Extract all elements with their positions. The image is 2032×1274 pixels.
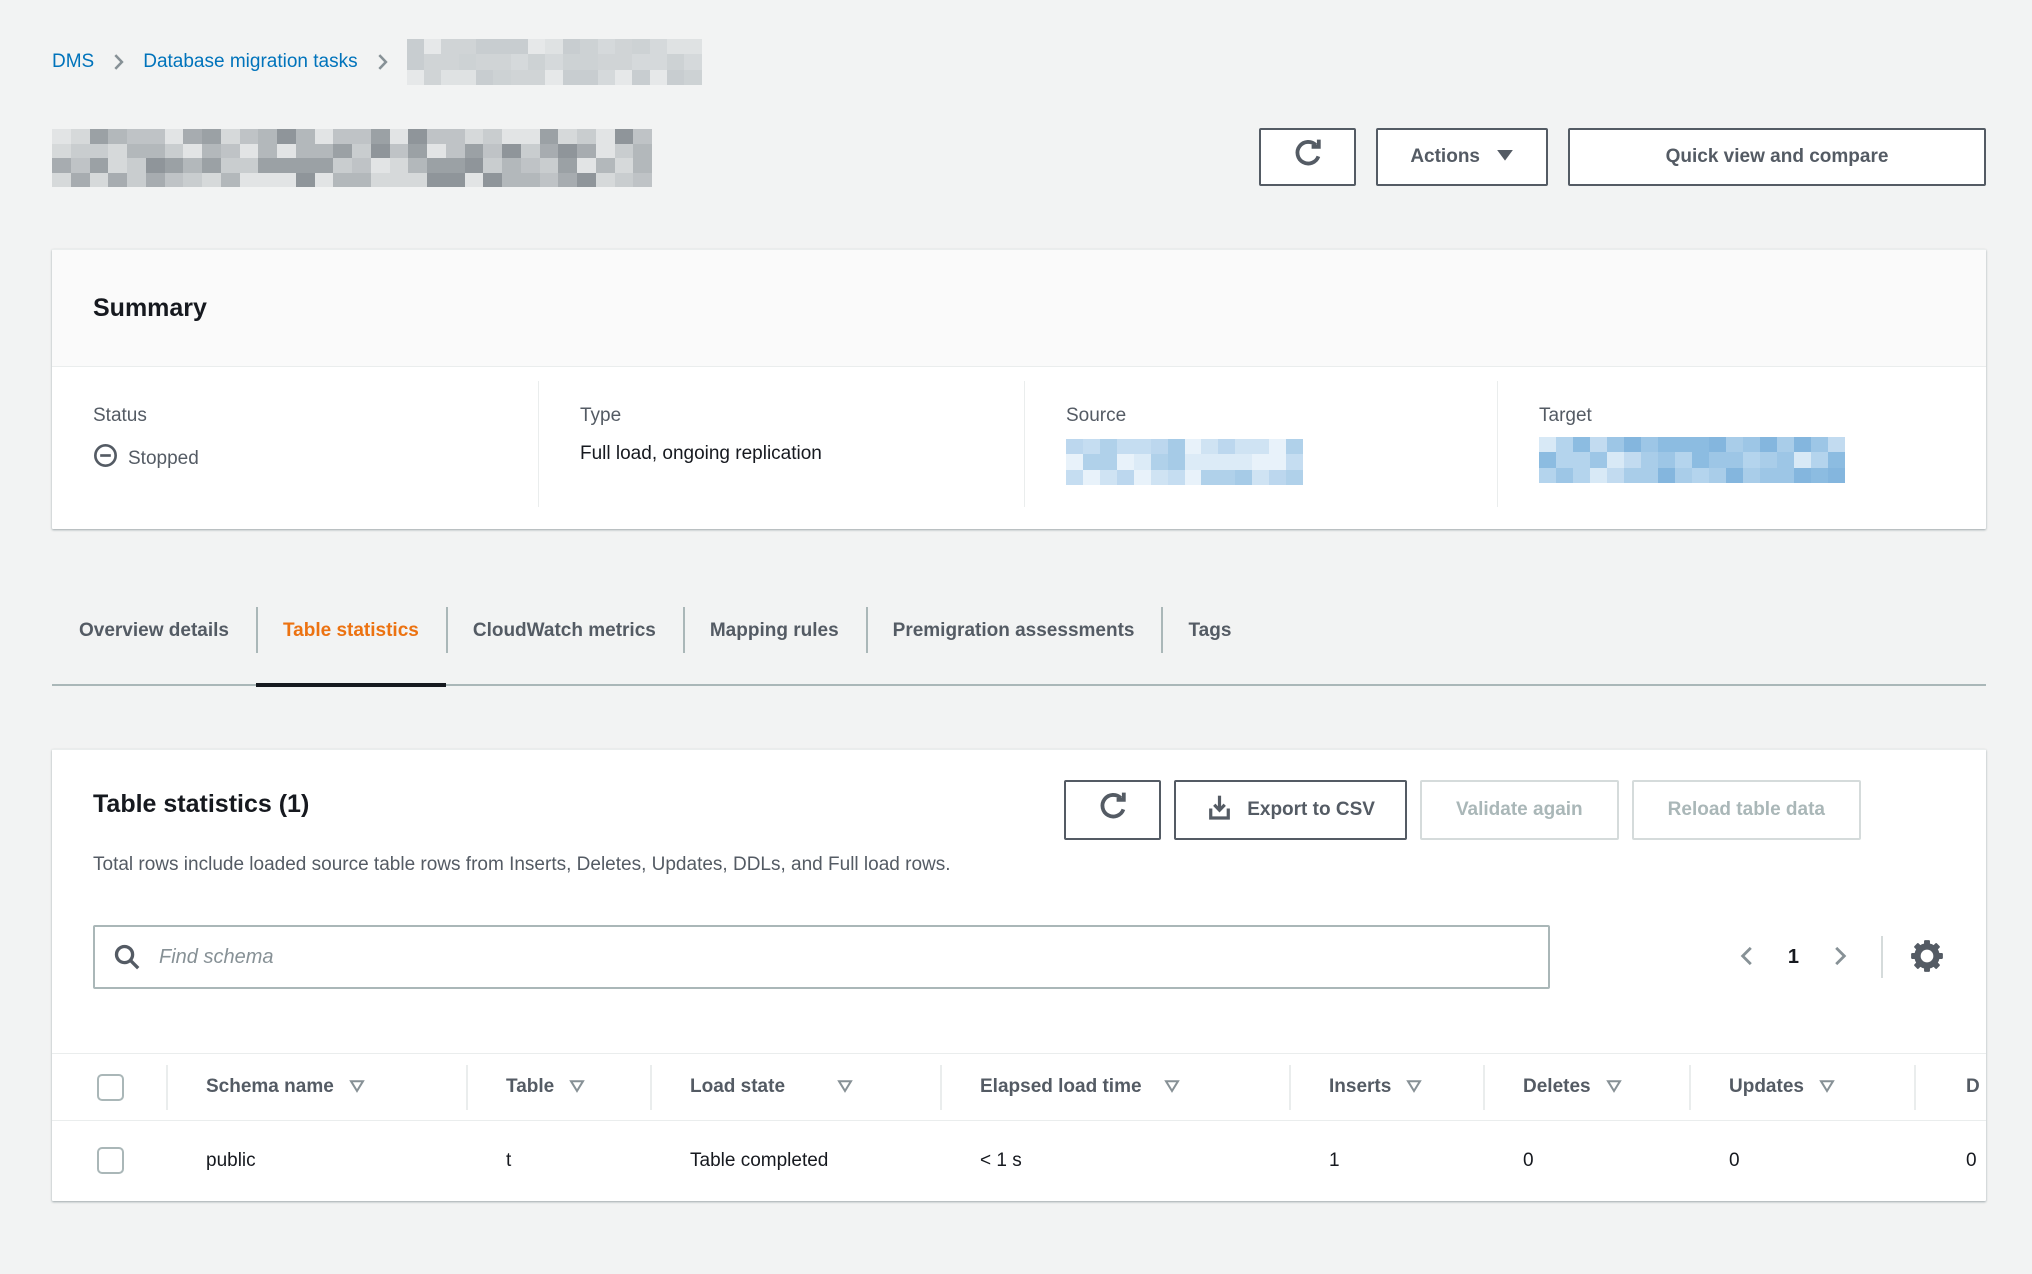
sort-icon — [349, 1077, 365, 1098]
stopped-icon — [93, 443, 118, 474]
chevron-right-icon — [1827, 943, 1853, 972]
cell-table: t — [506, 1149, 512, 1171]
target-value-redacted — [1539, 437, 1845, 483]
row-select-cell — [52, 1121, 168, 1201]
refresh-button[interactable] — [1259, 128, 1357, 186]
tab-mapping-rules[interactable]: Mapping rules — [682, 591, 866, 684]
cell-elapsed-load-time: < 1 s — [980, 1149, 1022, 1171]
cell-deletes: 0 — [1523, 1149, 1534, 1171]
source-label: Source — [1066, 405, 1127, 426]
chevron-left-icon — [1734, 943, 1760, 972]
download-icon — [1206, 794, 1233, 827]
column-header-elapsed-load-time[interactable]: Elapsed load time — [942, 1054, 1291, 1121]
breadcrumb-link-dms[interactable]: DMS — [52, 51, 95, 72]
sort-icon — [1819, 1077, 1835, 1098]
table-statistics-header: Table statistics (1) Export to CSV Valid… — [52, 780, 1986, 840]
refresh-icon — [1292, 138, 1324, 176]
select-all-checkbox[interactable] — [97, 1073, 124, 1101]
column-header-inserts[interactable]: Inserts — [1291, 1054, 1485, 1121]
summary-field-source: Source — [1024, 381, 1497, 507]
column-header-load-state[interactable]: Load state — [652, 1054, 942, 1121]
tab-cloudwatch-metrics[interactable]: CloudWatch metrics — [445, 591, 683, 684]
page-header: Actions Quick view and compare — [52, 128, 1986, 188]
breadcrumb: DMS Database migration tasks — [52, 39, 1986, 85]
type-value: Full load, ongoing replication — [580, 443, 822, 464]
table-header-row: Schema name Table Load state Elapsed loa… — [52, 1053, 1986, 1121]
sort-icon — [1163, 1077, 1180, 1098]
summary-body: Status Stopped Type Full load, ongoing r… — [52, 367, 1986, 529]
quick-view-compare-button[interactable]: Quick view and compare — [1568, 128, 1986, 186]
table-statistics-description: Total rows include loaded source table r… — [93, 854, 951, 875]
table-statistics-card: Table statistics (1) Export to CSV Valid… — [52, 749, 1986, 1201]
summary-field-target: Target — [1497, 381, 1986, 507]
column-header-table[interactable]: Table — [468, 1054, 652, 1121]
pagination: 1 — [1728, 936, 1945, 978]
reload-table-data-button[interactable]: Reload table data — [1631, 780, 1861, 840]
caret-down-icon — [1496, 146, 1514, 168]
search-icon — [113, 943, 141, 976]
actions-button-label: Actions — [1410, 146, 1480, 167]
tab-premigration-assessments[interactable]: Premigration assessments — [865, 591, 1162, 684]
cell-inserts: 1 — [1329, 1149, 1340, 1171]
tab-overview-details[interactable]: Overview details — [79, 619, 229, 641]
status-label: Status — [93, 405, 147, 426]
sort-icon — [1406, 1077, 1423, 1098]
export-csv-label: Export to CSV — [1247, 799, 1375, 820]
cell-schema-name: public — [206, 1149, 256, 1171]
table-statistics-table: Schema name Table Load state Elapsed loa… — [52, 1053, 1986, 1201]
previous-page-button[interactable] — [1728, 937, 1766, 978]
column-header-deletes[interactable]: Deletes — [1485, 1054, 1691, 1121]
row-checkbox[interactable] — [97, 1147, 124, 1175]
refresh-table-button[interactable] — [1064, 780, 1162, 840]
table-statistics-title: Table statistics (1) — [93, 790, 310, 818]
actions-button[interactable]: Actions — [1376, 128, 1548, 186]
current-page-number[interactable]: 1 — [1787, 945, 1799, 968]
page: DMS Database migration tasks Actions — [52, 39, 1986, 1201]
column-header-clipped[interactable]: D — [1966, 1076, 1980, 1097]
breadcrumb-link-tasks[interactable]: Database migration tasks — [143, 51, 358, 72]
gear-icon — [1909, 938, 1945, 977]
summary-title: Summary — [93, 293, 207, 322]
page-title-redacted — [52, 129, 652, 187]
column-header-schema-name[interactable]: Schema name — [168, 1054, 468, 1121]
header-actions: Actions Quick view and compare — [1259, 128, 1986, 186]
validate-again-button[interactable]: Validate again — [1419, 780, 1619, 840]
tab-tags[interactable]: Tags — [1161, 591, 1258, 684]
filter-row: 1 — [52, 925, 1986, 989]
settings-button[interactable] — [1909, 938, 1945, 977]
cell-updates: 0 — [1729, 1149, 1740, 1171]
column-header-updates[interactable]: Updates — [1691, 1054, 1916, 1121]
tab-table-statistics[interactable]: Table statistics — [255, 591, 446, 687]
source-value-redacted — [1066, 439, 1303, 485]
summary-card: Summary Status Stopped Type Full load, o… — [52, 249, 1986, 529]
summary-field-status: Status Stopped — [52, 381, 538, 507]
search-input[interactable] — [93, 925, 1550, 989]
next-page-button[interactable] — [1821, 937, 1859, 978]
sort-icon — [1605, 1077, 1622, 1098]
header-select-all-cell — [52, 1054, 168, 1121]
cell-clipped: 0 — [1966, 1149, 1977, 1171]
sort-icon — [569, 1077, 586, 1098]
table-statistics-toolbar: Export to CSV Validate again Reload tabl… — [1064, 780, 1861, 840]
export-csv-button[interactable]: Export to CSV — [1174, 780, 1407, 840]
breadcrumb-redacted-item — [406, 39, 702, 85]
status-value: Stopped — [93, 443, 538, 474]
type-label: Type — [580, 405, 622, 426]
chevron-right-icon — [374, 50, 391, 74]
chevron-right-icon — [110, 50, 127, 74]
summary-card-header: Summary — [52, 250, 1986, 367]
cell-load-state: Table completed — [690, 1149, 829, 1171]
quick-view-label: Quick view and compare — [1665, 146, 1889, 167]
pagination-divider — [1881, 936, 1883, 978]
sort-icon — [837, 1077, 853, 1098]
tab-strip: Overview details Table statistics CloudW… — [52, 591, 1986, 687]
target-label: Target — [1539, 405, 1592, 426]
refresh-icon — [1097, 791, 1129, 829]
summary-field-type: Type Full load, ongoing replication — [538, 381, 1024, 507]
table-row: public t Table completed < 1 s 1 0 0 0 — [52, 1121, 1986, 1201]
search-box — [93, 925, 1550, 989]
